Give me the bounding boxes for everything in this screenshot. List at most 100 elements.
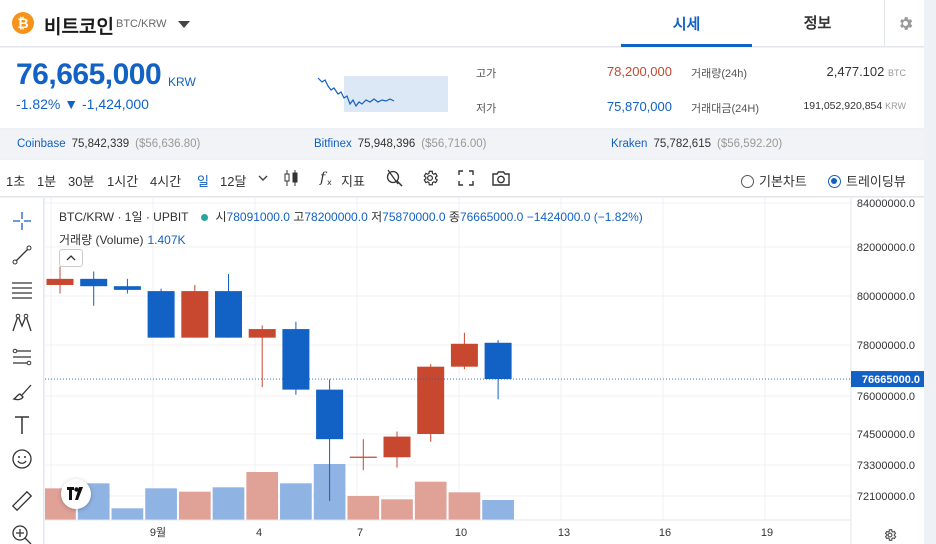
zoom-in-icon[interactable] <box>11 524 33 544</box>
price-chart[interactable]: 84000000.0 82000000.0 80000000.0 78000000.0… <box>45 198 924 544</box>
trade-value-24h-value: 191,052,920,854 <box>803 100 883 112</box>
svg-text:x: x <box>327 178 332 187</box>
exchange-name: Coinbase <box>17 138 66 150</box>
exchange-price: 75,842,339 <box>71 138 130 150</box>
fullscreen-icon[interactable] <box>457 169 475 187</box>
screenshot-camera-icon[interactable] <box>491 169 511 187</box>
candle-body <box>46 278 74 285</box>
volume-bar <box>178 491 211 520</box>
exchange-coinbase[interactable]: Coinbase 75,842,339 ($56,636.80) <box>17 138 200 150</box>
horizontal-lines-icon[interactable] <box>11 278 33 300</box>
gear-icon <box>900 17 913 30</box>
text-tool-icon[interactable] <box>11 414 33 436</box>
mini-price-chart <box>317 76 448 112</box>
basic-chart-radio[interactable]: 기본차트 <box>741 171 807 190</box>
legend-collapse-button[interactable] <box>59 249 83 267</box>
x-tick-label: 7 <box>357 527 363 539</box>
volume-bar <box>280 483 312 520</box>
tab-price[interactable]: 시세 <box>621 0 752 47</box>
timeframe-1s[interactable]: 1초 <box>6 174 26 189</box>
timeframe-1m[interactable]: 1분 <box>37 174 57 189</box>
exchange-price: 75,948,396 <box>357 138 416 150</box>
exchange-name: Kraken <box>611 138 648 150</box>
volume-bar <box>482 500 514 520</box>
drawing-tools-sidebar <box>0 198 44 544</box>
last-price-label-bg <box>851 371 924 388</box>
exchange-bitfinex[interactable]: Bitfinex 75,948,396 ($56,716.00) <box>314 138 487 150</box>
live-status-dot-icon <box>200 213 208 221</box>
emoji-icon[interactable] <box>11 448 33 470</box>
legend-symbol[interactable]: BTC/KRW · 1일 · UPBIT <box>59 210 189 224</box>
x-tick-label: 9월 <box>150 526 166 539</box>
low-label: 저가 <box>476 103 497 115</box>
pattern-icon[interactable] <box>11 312 33 334</box>
y-tick-label: 84000000.0 <box>857 198 915 210</box>
coin-select-caret-icon[interactable] <box>178 21 190 28</box>
timeframe-1d[interactable]: 일 <box>197 174 209 189</box>
compare-icon[interactable] <box>385 169 403 187</box>
volume-bar <box>246 472 279 520</box>
high-label: 고 <box>293 210 305 224</box>
y-tick-label: 74500000.0 <box>857 429 915 441</box>
candle-body <box>282 329 310 390</box>
trade-value-24h-unit: KRW <box>885 101 906 111</box>
chevron-up-icon <box>66 255 76 261</box>
tab-info[interactable]: 정보 <box>803 15 832 32</box>
open-label: 시 <box>215 210 227 224</box>
timeframe-dropdown-chevron-down-icon[interactable] <box>258 174 268 182</box>
exchange-kraken[interactable]: Kraken 75,782,615 ($56,592.20) <box>611 138 782 150</box>
tradingview-logo[interactable] <box>61 479 91 509</box>
radio-off-icon <box>741 175 754 188</box>
timeframe-1h[interactable]: 1시간 <box>107 174 139 189</box>
bitcoin-logo-icon: ₿ <box>12 12 34 34</box>
ruler-icon[interactable] <box>11 490 33 512</box>
volume-bar <box>212 487 245 520</box>
exchange-usd: ($56,716.00) <box>421 138 487 150</box>
fib-levels-icon[interactable] <box>11 346 33 368</box>
candlestick-plot[interactable]: 84000000.0 82000000.0 80000000.0 78000000.0… <box>45 198 924 544</box>
volume-label[interactable]: 거래량 (Volume) <box>59 233 144 247</box>
y-tick-label: 73300000.0 <box>857 460 915 472</box>
volume-24h-unit: BTC <box>888 68 906 78</box>
exchange-name: Bitfinex <box>314 138 352 150</box>
chart-settings-gear-icon[interactable] <box>421 169 439 187</box>
indicator-button[interactable]: 지표 <box>341 174 365 189</box>
radio-on-icon <box>828 175 841 188</box>
tradingview-label: 트레이딩뷰 <box>846 174 906 189</box>
trend-line-icon[interactable] <box>11 244 33 266</box>
ohlc-legend: BTC/KRW · 1일 · UPBIT 시78091000.0 고7820000… <box>59 208 643 225</box>
y-tick-label: 80000000.0 <box>857 291 915 303</box>
y-tick-label: 76000000.0 <box>857 391 915 403</box>
settings-button[interactable] <box>884 0 924 47</box>
volume-bar <box>347 496 380 520</box>
timeframe-12mo[interactable]: 12달 <box>220 174 247 189</box>
basic-chart-label: 기본차트 <box>759 174 807 189</box>
low-label: 저 <box>371 210 383 224</box>
candle-body <box>80 278 108 287</box>
coin-header: ₿ 비트코인 BTC/KRW 시세 정보 <box>0 0 924 47</box>
y-tick-label: 72100000.0 <box>857 491 915 503</box>
timeframe-30m[interactable]: 30분 <box>68 174 95 189</box>
volume-24h-value: 2,477.102 <box>826 64 885 79</box>
current-price-unit: KRW <box>168 75 196 89</box>
candle-body <box>113 286 141 290</box>
candle-body <box>147 291 175 338</box>
open-value: 78091000.0 <box>226 210 290 224</box>
x-tick-label: 10 <box>455 527 467 539</box>
exchange-prices-bar: Coinbase 75,842,339 ($56,636.80) Bitfinex 7… <box>0 131 924 158</box>
x-tick-label: 16 <box>659 527 671 539</box>
volume-bar <box>145 488 177 520</box>
y-tick-label: 82000000.0 <box>857 242 915 254</box>
brush-icon[interactable] <box>11 380 33 402</box>
volume-bar <box>448 492 481 520</box>
crosshair-icon[interactable] <box>11 210 33 232</box>
high-label: 고가 <box>476 68 497 80</box>
scale-settings-gear-icon[interactable] <box>883 528 897 542</box>
candle-type-icon[interactable] <box>283 169 299 187</box>
timeframe-4h[interactable]: 4시간 <box>150 174 182 189</box>
price-summary: 76,665,000 KRW -1.82% ▼ -1,424,000 고가 78… <box>0 48 924 128</box>
candle-body <box>484 342 512 380</box>
svg-text:f: f <box>319 170 328 186</box>
tradingview-radio[interactable]: 트레이딩뷰 <box>828 171 906 190</box>
